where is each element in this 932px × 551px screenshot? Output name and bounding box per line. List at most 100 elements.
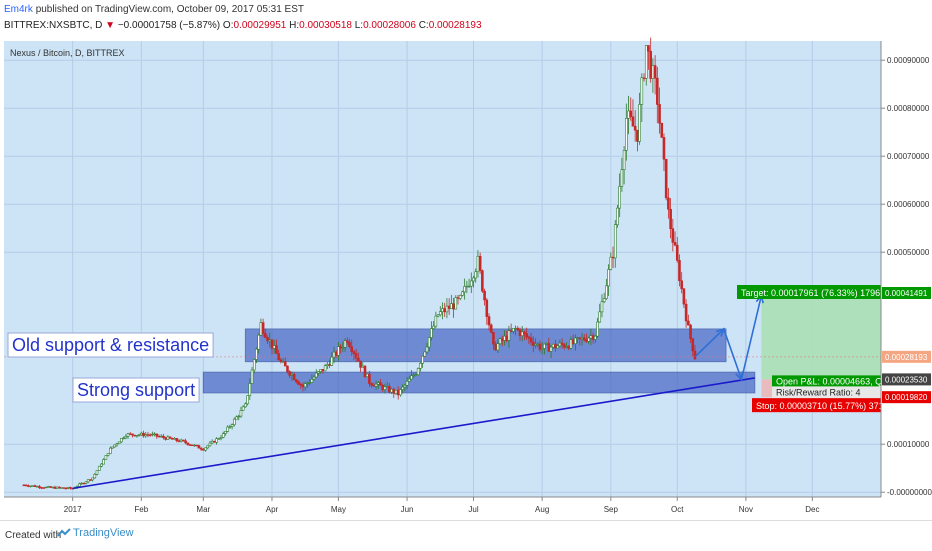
candle-body [545, 343, 548, 345]
candle-body [505, 335, 509, 341]
candle-body [86, 479, 90, 483]
candle-body [215, 438, 218, 443]
candle-body [137, 434, 141, 436]
candle-body [359, 360, 362, 368]
candle-body [306, 382, 309, 385]
candle-body [166, 436, 170, 440]
target-label-background [737, 285, 881, 299]
candle-body [667, 197, 670, 210]
close-value: 0.00028193 [428, 20, 482, 31]
candle-body [403, 385, 407, 388]
candle-body [29, 485, 32, 487]
candle-body [523, 331, 526, 334]
candle-body [678, 260, 681, 282]
candle-body [153, 433, 156, 435]
time-tick-label: Jun [401, 505, 414, 514]
created-with-text: Created with [5, 530, 62, 541]
candle-body [622, 150, 626, 171]
tradingview-cloud-icon [57, 528, 71, 537]
candle-body [122, 437, 125, 440]
candle-body [653, 65, 657, 79]
candle-body [399, 389, 402, 396]
zone-label-strong-support-text: Strong support [77, 380, 195, 400]
candle-body [213, 440, 216, 443]
candle-body [680, 280, 683, 290]
candle-body [587, 337, 590, 342]
low-value: 0.00028006 [363, 20, 416, 31]
candle-body [669, 208, 672, 229]
candle-body [241, 406, 245, 411]
candle-body [538, 343, 542, 350]
candle-body [689, 324, 692, 339]
candle-body [543, 343, 546, 349]
candle-body [419, 363, 422, 369]
candle-body [308, 382, 311, 384]
axis-label-entry-background [882, 373, 931, 386]
candle-body [27, 485, 30, 487]
candle-body [244, 403, 247, 408]
stop-label-background [752, 398, 881, 413]
publish-header: Em4rk published on TradingView.com, Octo… [0, 0, 932, 36]
candle-body [339, 346, 342, 349]
time-tick-label: Aug [535, 505, 549, 514]
candle-body [295, 379, 298, 383]
candle-body [204, 447, 207, 451]
candle-body [684, 303, 688, 322]
candle-body [512, 328, 515, 332]
tradingview-logo[interactable]: TradingView [57, 527, 134, 539]
candle-body [100, 463, 103, 467]
candle-body [91, 477, 94, 481]
candle-body [77, 483, 81, 487]
candle-body [503, 335, 506, 341]
candle-body [520, 331, 524, 336]
candle-body [264, 333, 267, 338]
price-tick-label: 0.00050000 [887, 248, 930, 257]
zone-label-old-support: Old support & resistance [7, 332, 214, 358]
candle-body [578, 337, 582, 340]
candle-body [660, 122, 664, 138]
candle-body [82, 482, 86, 485]
candle-body [673, 242, 677, 246]
candle-body [390, 388, 393, 393]
candle-body [421, 355, 424, 364]
candle-body [292, 374, 296, 381]
axis-label-target-background [882, 287, 931, 299]
candle-body [556, 345, 559, 349]
candle-body [368, 373, 371, 384]
candle-body [206, 445, 210, 449]
candle-body [370, 383, 373, 386]
price-tick-label: -0.00000000 [887, 488, 932, 497]
zone-label-old-support-background [7, 332, 214, 358]
candle-body [410, 375, 413, 380]
candle-body [640, 77, 644, 105]
candle-body [467, 285, 471, 288]
candle-body [237, 415, 241, 418]
candle-body [148, 434, 152, 436]
risk-reward-label: Risk/Reward Ratio: 4 [776, 387, 861, 397]
candle-body [233, 418, 236, 425]
time-tick-label: 2017 [64, 505, 82, 514]
author-link[interactable]: Em4rk [4, 4, 33, 15]
candle-body [365, 373, 369, 377]
candle-body [275, 345, 278, 354]
candle-body [62, 487, 66, 489]
candle-body [675, 244, 679, 261]
down-arrow-icon: ▼ [105, 20, 116, 31]
candle-body [314, 372, 318, 378]
axis-label-target: 0.00041491 [885, 289, 928, 298]
candle-body [574, 337, 577, 344]
candle-body [642, 77, 646, 79]
candle-body [133, 434, 136, 437]
open-value: 0.00029951 [233, 20, 287, 31]
candle-body [326, 364, 329, 367]
time-tick-label: Jul [468, 505, 478, 514]
candle-body [547, 343, 551, 352]
time-tick-label: Feb [134, 505, 148, 514]
candle-body [128, 433, 132, 435]
candle-body [255, 348, 258, 360]
price-axis [881, 36, 932, 520]
price-chart[interactable]: Nexus / Bitcoin, D, BITTREX Old support &… [0, 36, 932, 520]
candle-body [427, 337, 431, 348]
candle-body [224, 431, 227, 434]
candle-body [44, 486, 48, 489]
